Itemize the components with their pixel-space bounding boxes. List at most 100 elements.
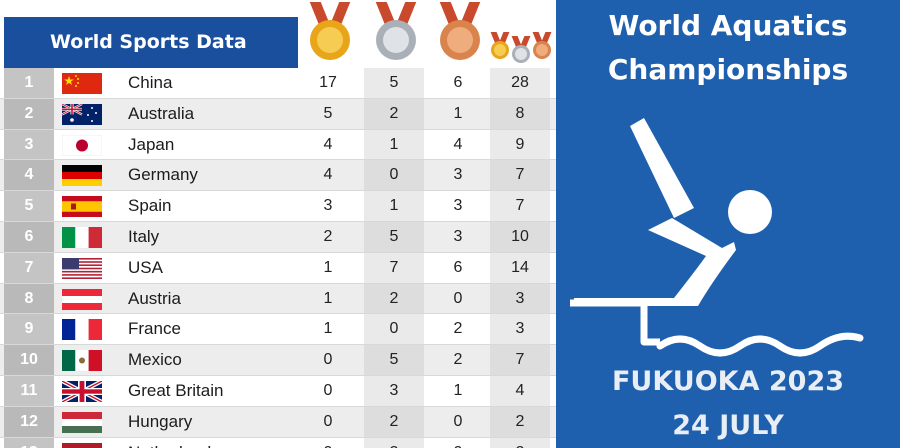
bronze-count: 6 — [453, 74, 463, 91]
total-count: 2 — [490, 437, 550, 448]
table-row: 8 Austria 1 2 0 3 — [0, 283, 556, 315]
flag-cell — [54, 130, 118, 160]
country-name: Germany — [128, 165, 198, 185]
germany-flag-icon — [62, 165, 102, 187]
total-count: 2 — [490, 406, 550, 437]
event-date: 24 JULY — [672, 410, 784, 441]
total-count: 10 — [490, 221, 550, 252]
silver-count: 2 — [364, 406, 424, 437]
table-row: 4 Germany 4 0 3 7 — [0, 160, 556, 192]
rank-cell: 11 — [4, 375, 54, 406]
gold-count: 0 — [323, 351, 333, 369]
silver-count: 5 — [364, 345, 424, 375]
medal-table: World Sports Data 1 — [0, 0, 556, 448]
country-name: France — [128, 319, 181, 339]
table-body: 1 China 17 5 6 28 2 — [0, 68, 556, 448]
gold-count: 1 — [323, 320, 333, 338]
flag-cell — [54, 345, 118, 375]
bronze-count: 0 — [453, 412, 463, 430]
gold-count: 0 — [323, 412, 333, 430]
country-name: Mexico — [128, 350, 182, 370]
silver-count: 0 — [364, 160, 424, 191]
bronze-count: 4 — [453, 135, 463, 153]
total-count: 8 — [490, 98, 550, 129]
mexico-flag-icon — [62, 350, 102, 372]
gold-count: 2 — [323, 227, 333, 245]
bronze-count: 1 — [453, 381, 463, 399]
flag-cell — [54, 68, 118, 98]
country-name: Hungary — [128, 411, 193, 431]
total-count: 14 — [490, 252, 550, 283]
rank-cell: 12 — [4, 406, 54, 437]
spain-flag-icon — [62, 196, 102, 218]
silver-medal-icon — [374, 2, 418, 66]
rank-cell: 7 — [4, 252, 54, 283]
australia-flag-icon — [62, 103, 102, 125]
great-britain-flag-icon — [62, 380, 102, 402]
gold-count: 0 — [323, 381, 333, 399]
country-name: Netherlands — [128, 438, 220, 448]
country-name: Japan — [128, 134, 175, 154]
table-row: 5 Spain 3 1 3 7 — [0, 191, 556, 222]
bronze-count: 1 — [453, 104, 463, 122]
japan-flag-icon — [62, 134, 102, 156]
bronze-count: 6 — [453, 258, 463, 276]
promo-title: World Aquatics Championships — [556, 4, 900, 92]
bronze-count: 0 — [428, 438, 488, 448]
total-count: 7 — [490, 191, 550, 221]
rank-cell: 10 — [4, 345, 54, 375]
silver-count: 1 — [364, 129, 424, 160]
silver-count: 7 — [364, 252, 424, 283]
gold-count: 3 — [323, 197, 333, 215]
total-count: 7 — [490, 345, 550, 375]
france-flag-icon — [62, 319, 102, 341]
rank-cell: 9 — [4, 314, 54, 345]
hungary-flag-icon — [62, 411, 102, 433]
gold-count: 1 — [323, 289, 333, 307]
table-row: 10 Mexico 0 5 2 7 — [0, 345, 556, 376]
table-row: 7 USA 1 7 6 14 — [0, 252, 556, 284]
usa-flag-icon — [62, 257, 102, 279]
gold-count: 1 — [323, 258, 333, 276]
flag-cell — [54, 438, 118, 448]
flag-cell — [54, 284, 118, 314]
country-name: Great Britain — [128, 380, 224, 400]
table-header: World Sports Data — [0, 0, 556, 68]
rank-cell: 2 — [4, 98, 54, 129]
country-name: Italy — [128, 226, 160, 246]
table-row: 12 Hungary 0 2 0 2 — [0, 406, 556, 438]
rank-cell: 5 — [4, 191, 54, 221]
gold-count: 5 — [323, 104, 333, 122]
total-count: 3 — [490, 314, 550, 345]
silver-count: 5 — [364, 68, 424, 98]
total-count: 9 — [490, 129, 550, 160]
bronze-count: 3 — [453, 227, 463, 245]
total-count: 7 — [490, 160, 550, 191]
total-count: 4 — [490, 375, 550, 406]
table-row: 9 France 1 0 2 3 — [0, 314, 556, 346]
silver-count: 2 — [364, 437, 424, 448]
table-row: 2 Australia 5 — [0, 98, 556, 130]
gold-medal-icon — [308, 2, 352, 66]
rank-cell: 4 — [4, 160, 54, 191]
country-name: USA — [128, 257, 163, 277]
bronze-count: 2 — [453, 351, 463, 369]
flag-cell — [54, 253, 118, 283]
country-name: Spain — [128, 196, 172, 216]
promo-title-line1: World Aquatics — [608, 9, 848, 42]
flag-cell — [54, 407, 118, 437]
rank-cell: 1 — [4, 68, 54, 98]
table-row: 1 China 17 5 6 28 — [0, 68, 556, 99]
silver-count: 2 — [364, 283, 424, 314]
netherlands-flag-icon — [62, 442, 102, 448]
bronze-medal-icon — [438, 2, 482, 66]
table-row: 6 Italy 2 5 3 10 — [0, 221, 556, 253]
bronze-count: 3 — [453, 166, 463, 184]
italy-flag-icon — [62, 226, 102, 248]
rank-cell: 3 — [4, 129, 54, 160]
gold-count: 4 — [323, 166, 333, 184]
silver-count: 5 — [364, 221, 424, 252]
rank-cell: 8 — [4, 283, 54, 314]
silver-count: 0 — [364, 314, 424, 345]
table-row: 13 Netherlands 0 2 0 2 — [0, 437, 556, 448]
